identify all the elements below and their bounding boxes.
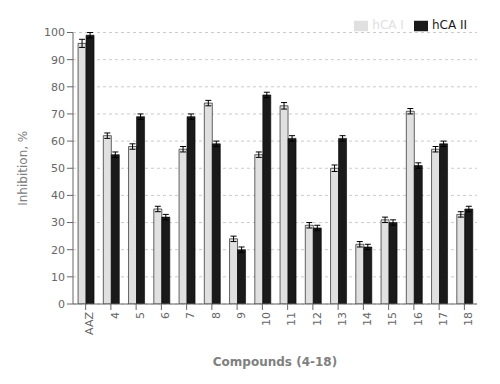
svg-text:90: 90 bbox=[51, 54, 65, 67]
svg-text:40: 40 bbox=[51, 189, 65, 202]
svg-text:80: 80 bbox=[51, 81, 65, 94]
svg-text:17: 17 bbox=[437, 312, 450, 326]
svg-text:70: 70 bbox=[51, 108, 65, 121]
svg-text:0: 0 bbox=[58, 298, 65, 311]
svg-text:18: 18 bbox=[462, 312, 475, 326]
svg-text:30: 30 bbox=[51, 216, 65, 229]
svg-text:10: 10 bbox=[260, 312, 273, 326]
svg-text:14: 14 bbox=[361, 312, 374, 326]
svg-text:4: 4 bbox=[109, 312, 122, 319]
svg-text:9: 9 bbox=[235, 312, 248, 319]
svg-text:10: 10 bbox=[51, 271, 65, 284]
svg-text:7: 7 bbox=[184, 312, 197, 319]
svg-text:6: 6 bbox=[159, 312, 172, 319]
svg-text:Compounds (4-18): Compounds (4-18) bbox=[213, 355, 337, 369]
html-text:hCA II: hCA II bbox=[431, 18, 467, 32]
svg-text:16: 16 bbox=[412, 312, 425, 326]
svg-text:8: 8 bbox=[210, 312, 223, 319]
html-text:hCA I: hCA I bbox=[372, 18, 404, 32]
svg-text:13: 13 bbox=[336, 312, 349, 326]
svg-text:11: 11 bbox=[285, 312, 298, 326]
svg-text:5: 5 bbox=[134, 312, 147, 319]
svg-text:100: 100 bbox=[44, 26, 65, 39]
svg-text:AAZ: AAZ bbox=[83, 312, 96, 335]
svg-text:60: 60 bbox=[51, 135, 65, 148]
svg-text:15: 15 bbox=[386, 312, 399, 326]
svg-text:50: 50 bbox=[51, 162, 65, 175]
svg-text:Inhibition, %: Inhibition, % bbox=[16, 131, 30, 206]
svg-text:12: 12 bbox=[311, 312, 324, 326]
svg-text:20: 20 bbox=[51, 244, 65, 257]
